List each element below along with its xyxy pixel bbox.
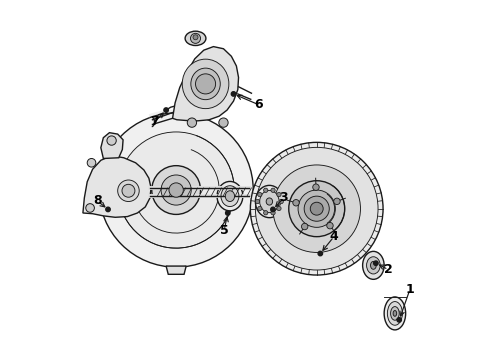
Circle shape [271,211,275,215]
Circle shape [397,318,401,322]
Circle shape [164,108,169,112]
Circle shape [122,184,135,197]
Circle shape [334,198,340,204]
Circle shape [169,183,183,197]
Circle shape [279,199,283,204]
Circle shape [304,196,329,221]
Circle shape [298,190,335,227]
Ellipse shape [391,307,399,320]
Circle shape [219,118,228,127]
Polygon shape [172,46,239,121]
Circle shape [161,175,191,205]
Text: 2: 2 [384,263,393,276]
Circle shape [310,202,323,215]
Ellipse shape [370,261,376,269]
Circle shape [271,207,275,212]
Text: 5: 5 [220,224,228,237]
Text: 1: 1 [406,283,415,296]
Circle shape [289,181,344,237]
Circle shape [225,211,230,215]
Circle shape [187,118,196,127]
Circle shape [106,207,110,212]
Ellipse shape [255,185,283,218]
Ellipse shape [191,68,220,100]
Ellipse shape [367,257,380,274]
Circle shape [191,33,200,43]
Text: 4: 4 [330,230,338,243]
Ellipse shape [388,302,402,325]
Circle shape [118,132,234,248]
Ellipse shape [266,198,272,205]
Polygon shape [83,156,151,217]
Polygon shape [101,133,123,158]
Circle shape [264,188,268,192]
Ellipse shape [221,186,239,207]
Ellipse shape [185,31,206,45]
Text: 3: 3 [279,192,288,204]
Ellipse shape [363,251,384,279]
Circle shape [231,92,236,96]
Circle shape [118,180,139,202]
Circle shape [271,188,275,192]
Circle shape [87,158,96,167]
Circle shape [258,206,262,211]
Circle shape [196,74,216,94]
Circle shape [293,199,299,206]
Ellipse shape [260,190,279,213]
Circle shape [374,261,378,265]
Ellipse shape [384,297,406,330]
Circle shape [301,223,308,230]
Circle shape [255,199,260,204]
Ellipse shape [217,181,243,211]
Circle shape [327,222,333,229]
Circle shape [318,251,322,256]
Circle shape [255,147,378,270]
Circle shape [99,113,253,267]
Circle shape [264,211,268,215]
Text: 7: 7 [150,116,159,129]
Circle shape [193,35,198,40]
Circle shape [277,192,281,197]
Circle shape [273,165,361,252]
Ellipse shape [225,191,235,202]
Circle shape [277,206,281,211]
Circle shape [313,184,319,190]
Text: 8: 8 [93,194,101,207]
Circle shape [152,166,200,215]
Circle shape [86,204,95,212]
Circle shape [107,136,116,145]
Circle shape [258,192,262,197]
Polygon shape [166,266,186,274]
Text: 6: 6 [254,98,263,111]
Circle shape [250,142,383,275]
Ellipse shape [393,311,397,316]
Ellipse shape [182,59,229,109]
